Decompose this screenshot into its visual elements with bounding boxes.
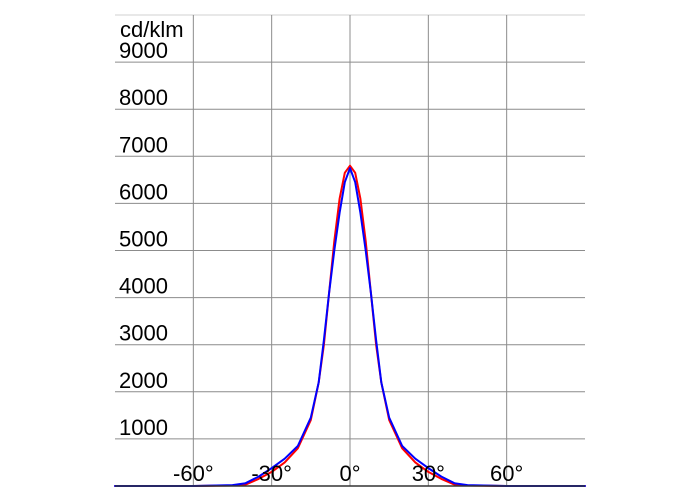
series-line [114,164,586,487]
y-tick-label: 5000 [119,227,168,252]
y-tick-label: 9000 [119,38,168,63]
series-line [114,167,586,487]
y-tick-label: 6000 [119,179,168,204]
y-axis-label: cd/klm [120,17,184,42]
x-tick-label: 30° [412,461,445,486]
y-tick-label: 3000 [119,321,168,346]
x-tick-label: -60° [173,461,214,486]
series-layer [114,164,586,487]
y-tick-label: 1000 [119,415,168,440]
x-tick-label: 60° [490,461,523,486]
tick-labels: 1000 2000 3000 4000 5000 6000 7000 8000 9000 -60°… [119,38,523,486]
x-tick-label: -30° [251,461,292,486]
y-tick-label: 2000 [119,368,168,393]
y-tick-label: 7000 [119,132,168,157]
y-tick-label: 4000 [119,274,168,299]
x-tick-label: 0° [339,461,360,486]
grid [115,14,585,486]
y-tick-label: 8000 [119,85,168,110]
